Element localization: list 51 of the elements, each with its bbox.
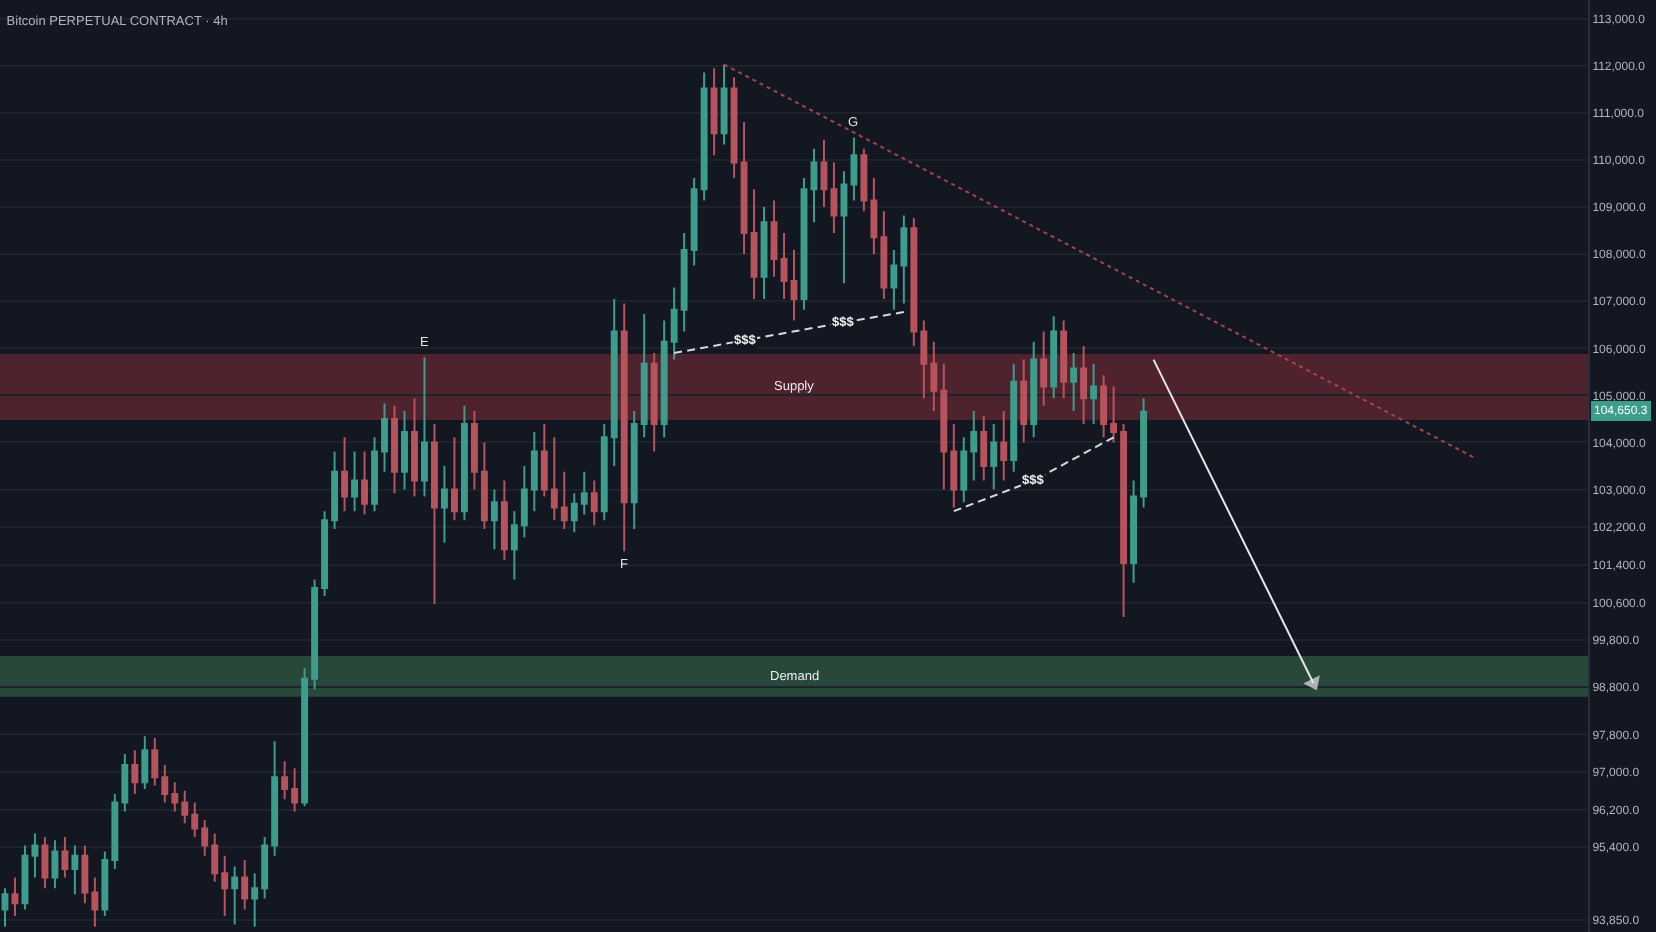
candlestick [830,161,838,234]
candlestick [141,735,149,790]
candlestick [411,397,418,498]
candlestick [770,199,778,278]
candlestick [1010,362,1018,473]
candlestick [1000,409,1008,482]
candlestick [231,865,239,926]
candlestick [241,858,249,911]
candlestick [810,147,818,224]
candlestick [351,450,358,513]
candlestick [421,356,428,498]
candlestick [361,450,368,516]
candlestick [1020,358,1028,444]
candlestick [431,423,438,605]
candlestick [11,876,19,917]
candlestick [341,436,349,513]
candlestick [1030,340,1038,439]
candlestick [71,844,79,896]
candlestick [51,839,59,890]
candlestick [780,232,788,300]
candlestick [1070,352,1078,412]
candlestick [41,835,49,890]
candlestick [391,404,398,495]
candlestick [441,465,448,544]
line-series [673,311,905,355]
candlestick [720,63,728,146]
candlestick [1050,315,1058,400]
candlestick [1060,319,1068,400]
candlestick [61,835,69,879]
candlestick [800,176,808,311]
candlestick [1090,362,1098,426]
candlestick [460,404,468,522]
candlestick [1040,330,1048,407]
candlestick [760,206,768,300]
candlestick [650,352,658,453]
candlestick [590,479,598,527]
candlestick [1080,344,1088,426]
candlestick [31,832,39,879]
candlestick [21,844,29,911]
candlestick [790,248,798,322]
candlestick [500,479,508,561]
candlestick [401,409,408,491]
candlestick [820,138,828,209]
candlestick [990,423,998,491]
candlestick [490,488,498,551]
candlestick [710,67,718,157]
candlestick [980,415,988,482]
candlestick [620,302,628,553]
candlestick [450,436,458,522]
candlestick [131,749,139,796]
candlestick [1,887,9,928]
